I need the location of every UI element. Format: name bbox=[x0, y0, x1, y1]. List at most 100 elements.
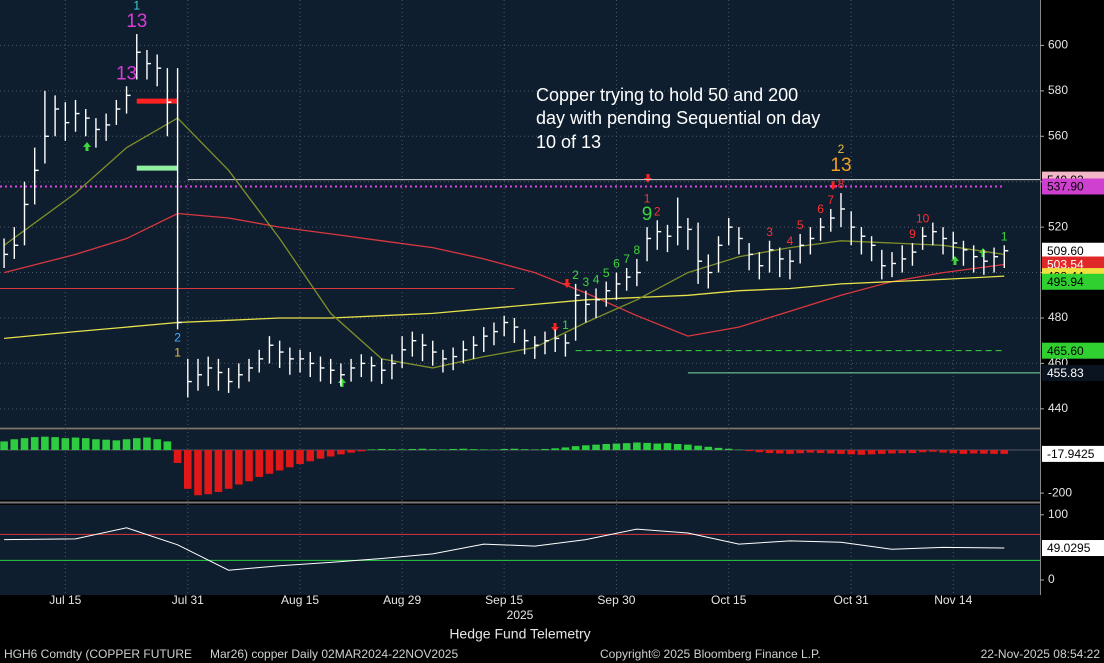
histogram-bar bbox=[673, 444, 682, 451]
histogram-bar bbox=[132, 438, 141, 451]
y-tick-label: 580 bbox=[1048, 83, 1068, 97]
histogram-bar bbox=[255, 450, 264, 477]
histogram-bar bbox=[245, 450, 253, 482]
td-count-label: 6 bbox=[613, 257, 620, 271]
footer-timestamp: 22-Nov-2025 08:54:22 bbox=[981, 647, 1101, 661]
price-tag-box bbox=[1042, 242, 1104, 259]
histogram-bar bbox=[428, 449, 437, 451]
histogram-bar bbox=[980, 450, 988, 454]
td-count-label: 2 bbox=[174, 331, 181, 345]
histogram-bar bbox=[194, 450, 202, 496]
histogram-bar bbox=[296, 450, 304, 465]
histogram-bar bbox=[153, 439, 161, 451]
price-panel bbox=[0, 0, 1040, 427]
histogram-bar bbox=[112, 440, 121, 451]
td-count-label: 3 bbox=[766, 225, 773, 239]
histogram-bar bbox=[694, 445, 702, 451]
y-tick-label: 520 bbox=[1048, 219, 1068, 233]
histogram-bar bbox=[612, 443, 621, 451]
histogram-panel bbox=[0, 430, 1040, 500]
sell-arrow bbox=[829, 181, 837, 190]
footer-ticker: HGH6 Comdty (COPPER FUTURE bbox=[4, 647, 192, 661]
annotation: Copper trying to hold 50 and 200 bbox=[536, 85, 798, 105]
price-tag-box bbox=[1042, 364, 1104, 381]
price-tag-label: 455.83 bbox=[1047, 366, 1084, 380]
td-count-label: 7 bbox=[623, 252, 630, 266]
histogram-bar bbox=[20, 438, 29, 451]
buy-arrow bbox=[951, 256, 959, 265]
histogram-bar bbox=[398, 449, 406, 451]
sell-arrow bbox=[563, 279, 571, 288]
histogram-bar bbox=[0, 441, 8, 451]
histogram-bar bbox=[143, 437, 151, 451]
histogram-bar bbox=[10, 439, 19, 451]
histogram-bar bbox=[377, 448, 386, 451]
price-tag-box bbox=[1042, 178, 1104, 195]
price-tag-label: 495.94 bbox=[1047, 275, 1084, 289]
td-count-label: 2 bbox=[654, 204, 661, 218]
price-tag-label: 465.60 bbox=[1047, 344, 1084, 358]
price-tag-box bbox=[1042, 445, 1104, 462]
histogram-bar bbox=[745, 450, 753, 452]
td-count-label: 1 bbox=[1001, 229, 1008, 243]
buy-arrow bbox=[979, 248, 987, 257]
histogram-bar bbox=[796, 450, 804, 454]
histogram-bar bbox=[61, 438, 70, 451]
histogram-bar bbox=[939, 450, 947, 453]
histogram-bar bbox=[173, 450, 182, 463]
histogram-bar bbox=[449, 448, 457, 451]
histogram-bar bbox=[275, 450, 284, 471]
x-tick-label: Jul 15 bbox=[49, 593, 81, 607]
histogram-bar bbox=[51, 437, 59, 451]
rsi-line bbox=[4, 527, 1005, 571]
moving-average bbox=[3, 117, 1005, 369]
histogram-bar bbox=[898, 450, 907, 454]
histogram-bar bbox=[653, 443, 662, 451]
sell-arrow bbox=[551, 323, 559, 332]
histogram-bar bbox=[530, 449, 539, 451]
histogram-bar bbox=[367, 449, 376, 451]
price-tag-box bbox=[1042, 540, 1104, 557]
td-count-label: 13 bbox=[830, 155, 851, 176]
sell-arrow bbox=[644, 174, 652, 183]
histogram-bar bbox=[765, 450, 774, 454]
histogram-bar bbox=[81, 438, 90, 451]
x-tick-label: Aug 15 bbox=[281, 593, 319, 607]
histogram-bar bbox=[439, 449, 447, 451]
td-count-label: 1 bbox=[562, 318, 569, 332]
y-tick-label: 100 bbox=[1048, 507, 1068, 521]
histogram-bar bbox=[633, 442, 641, 451]
histogram-bar bbox=[929, 450, 937, 452]
histogram-bar bbox=[908, 450, 917, 454]
y-tick-label: 480 bbox=[1048, 310, 1068, 324]
td-count-label: 5 bbox=[797, 218, 804, 232]
plot-layer: Jul 15 Jul 31 Aug 15 Aug 29 Sep 15 Sep 30 Oct … bbox=[0, 0, 1104, 607]
td-count-label: 4 bbox=[787, 234, 794, 248]
td-count-label: 5 bbox=[603, 266, 610, 280]
histogram-bar bbox=[582, 445, 590, 451]
histogram-bar bbox=[388, 449, 396, 451]
histogram-bar bbox=[214, 450, 223, 493]
histogram-bar bbox=[510, 448, 519, 451]
annotation: 10 of 13 bbox=[536, 132, 601, 152]
price-tag-label: 537.90 bbox=[1047, 180, 1084, 194]
histogram-bar bbox=[183, 450, 192, 489]
histogram-bar bbox=[479, 449, 488, 451]
x-tick-label: Oct 15 bbox=[711, 593, 747, 607]
histogram-bar bbox=[592, 444, 600, 451]
histogram-bar bbox=[724, 448, 733, 451]
histogram-bar bbox=[663, 443, 672, 451]
x-tick-label: Sep 30 bbox=[597, 593, 635, 607]
histogram-bar bbox=[714, 447, 723, 451]
x-tick-label: Jul 31 bbox=[172, 593, 204, 607]
histogram-bar bbox=[622, 443, 631, 451]
histogram-bar bbox=[959, 450, 968, 454]
histogram-bar bbox=[520, 449, 529, 451]
moving-average bbox=[4, 275, 1005, 340]
histogram-bar bbox=[561, 447, 570, 451]
histogram-bar bbox=[826, 450, 835, 454]
y-tick-label: 560 bbox=[1048, 128, 1068, 142]
td-count-label: 2 bbox=[572, 268, 579, 282]
footer-copyright: Copyright© 2025 Bloomberg Finance L.P. bbox=[600, 647, 821, 661]
histogram-bar bbox=[204, 450, 213, 495]
